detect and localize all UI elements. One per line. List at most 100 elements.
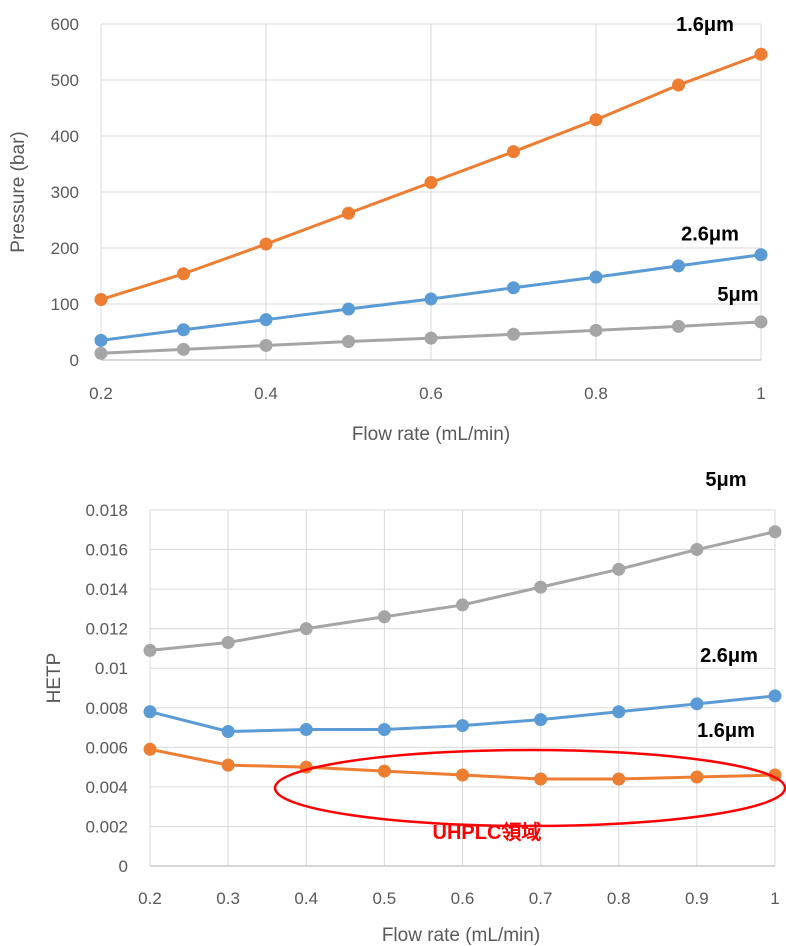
pressure-data-point-1-6um — [754, 47, 768, 61]
hetp-data-point-2-6um — [534, 713, 548, 727]
hetp-x-tick-label: 0.8 — [607, 889, 631, 908]
pressure-grid — [100, 23, 762, 361]
hetp-x-tick-label: 0.4 — [294, 889, 318, 908]
pressure-data-point-2-6um — [754, 248, 768, 262]
hetp-y-tick-label: 0.018 — [85, 501, 128, 520]
pressure-data-point-5um — [94, 346, 108, 360]
pressure-data-point-2-6um — [177, 323, 190, 337]
pressure-data-point-5um — [177, 342, 190, 356]
hetp-y-tick-label: 0.004 — [85, 778, 128, 797]
pressure-series-label-2-6um: 2.6μm — [681, 224, 739, 246]
pressure-y-tick-label: 600 — [51, 15, 79, 34]
hetp-data-point-1-6um — [612, 772, 626, 786]
hetp-data-point-2-6um — [690, 697, 704, 711]
hetp-data-point-5um — [377, 610, 391, 624]
pressure-data-point-2-6um — [672, 259, 685, 273]
hetp-x-tick-label: 0.6 — [451, 889, 475, 908]
pressure-y-tick-label: 0 — [70, 351, 79, 370]
hetp-data-point-5um — [456, 598, 469, 612]
hetp-x-tick-label: 0.5 — [373, 889, 397, 908]
pressure-data-point-2-6um — [342, 302, 355, 316]
hetp-x-tick-label: 0.7 — [529, 889, 553, 908]
hetp-data-point-5um — [768, 525, 782, 539]
hetp-y-tick-label: 0.002 — [85, 817, 128, 836]
hetp-data-point-5um — [221, 636, 235, 650]
pressure-data-point-2-6um — [259, 313, 273, 327]
hetp-y-tick-label: 0 — [119, 857, 128, 876]
pressure-series: 1.6μm 2.6μm 5μm — [94, 14, 768, 360]
hetp-data-point-2-6um — [221, 725, 235, 739]
hetp-series: 5μm 2.6μm 1.6μm — [143, 469, 782, 786]
pressure-x-axis-title: Flow rate (mL/min) — [352, 424, 510, 445]
pressure-data-point-1-6um — [94, 293, 108, 307]
pressure-y-tick-label: 400 — [51, 127, 79, 146]
pressure-data-point-5um — [507, 327, 520, 341]
hetp-data-point-1-6um — [221, 758, 235, 772]
hetp-x-tick-label: 0.2 — [138, 889, 162, 908]
pressure-data-point-5um — [424, 331, 438, 345]
pressure-series-label-5um: 5μm — [717, 284, 758, 306]
hetp-series-label-5um: 5μm — [705, 469, 746, 491]
pressure-data-point-2-6um — [94, 333, 108, 347]
hetp-data-point-1-6um — [534, 772, 548, 786]
hetp-grid — [149, 509, 776, 867]
pressure-data-point-1-6um — [507, 145, 520, 159]
hetp-data-point-1-6um — [456, 768, 469, 782]
hetp-data-point-5um — [612, 562, 626, 576]
hetp-data-point-2-6um — [768, 689, 782, 703]
hetp-data-point-5um — [534, 580, 548, 594]
hetp-data-point-5um — [299, 622, 313, 636]
hetp-data-point-1-6um — [690, 770, 704, 784]
hetp-x-tick-label: 0.9 — [685, 889, 709, 908]
uhplc-region-label: UHPLC領域 — [433, 820, 542, 844]
pressure-y-axis-title: Pressure (bar) — [8, 131, 29, 252]
hetp-x-tick-label: 1 — [770, 889, 779, 908]
pressure-y-tick-label: 500 — [51, 71, 79, 90]
hetp-series-label-1-6um: 1.6μm — [697, 720, 755, 742]
pressure-data-point-1-6um — [177, 267, 190, 281]
hetp-x-tick-label: 0.3 — [216, 889, 240, 908]
pressure-data-point-2-6um — [507, 281, 520, 295]
pressure-x-tick-label: 0.4 — [254, 384, 278, 403]
hetp-y-tick-label: 0.008 — [85, 699, 128, 718]
pressure-data-point-1-6um — [259, 237, 273, 251]
hetp-data-point-1-6um — [377, 764, 391, 778]
pressure-data-point-5um — [754, 315, 768, 329]
pressure-data-point-1-6um — [424, 175, 438, 189]
hetp-y-tick-label: 0.012 — [85, 620, 128, 639]
hetp-y-tick-label: 0.014 — [85, 580, 128, 599]
pressure-data-point-2-6um — [424, 292, 438, 306]
uhplc-region-ellipse — [273, 748, 786, 828]
hetp-ticks: 0.2 0.3 0.4 0.5 0.6 0.7 0.8 0.9 1 0 0.002 0.004 0.00… — [85, 501, 779, 908]
pressure-series-label-1-6um: 1.6μm — [676, 14, 734, 36]
hetp-data-point-2-6um — [456, 719, 469, 733]
hetp-data-point-2-6um — [299, 723, 313, 737]
hetp-y-axis-title: HETP — [44, 653, 65, 704]
pressure-data-point-5um — [342, 335, 355, 349]
pressure-data-point-1-6um — [342, 206, 355, 220]
hetp-data-point-5um — [690, 543, 704, 557]
hetp-data-point-2-6um — [377, 723, 391, 737]
pressure-data-point-5um — [259, 338, 273, 352]
pressure-data-point-1-6um — [672, 78, 685, 92]
hetp-x-axis-title: Flow rate (mL/min) — [382, 925, 540, 946]
pressure-data-point-5um — [672, 319, 685, 333]
hetp-data-point-1-6um — [143, 742, 157, 756]
pressure-data-point-5um — [589, 323, 603, 337]
pressure-y-tick-label: 200 — [51, 239, 79, 258]
pressure-y-tick-label: 100 — [51, 295, 79, 314]
pressure-x-tick-label: 0.6 — [419, 384, 443, 403]
pressure-ticks: 0.2 0.4 0.6 0.8 1 0 100 200 300 400 500 600 — [51, 15, 766, 403]
pressure-x-tick-label: 1 — [756, 384, 765, 403]
pressure-data-point-2-6um — [589, 270, 603, 284]
hetp-y-tick-label: 0.01 — [95, 659, 128, 678]
hetp-data-point-5um — [143, 643, 157, 657]
hetp-y-tick-label: 0.016 — [85, 541, 128, 560]
pressure-data-point-1-6um — [589, 113, 603, 127]
pressure-chart: 1.6μm 2.6μm 5μm 0.2 0.4 0.6 0.8 1 0 100 200 300 400… — [8, 14, 768, 445]
pressure-x-tick-label: 0.2 — [89, 384, 113, 403]
hetp-y-tick-label: 0.006 — [85, 738, 128, 757]
hetp-series-label-2-6um: 2.6μm — [700, 645, 758, 667]
